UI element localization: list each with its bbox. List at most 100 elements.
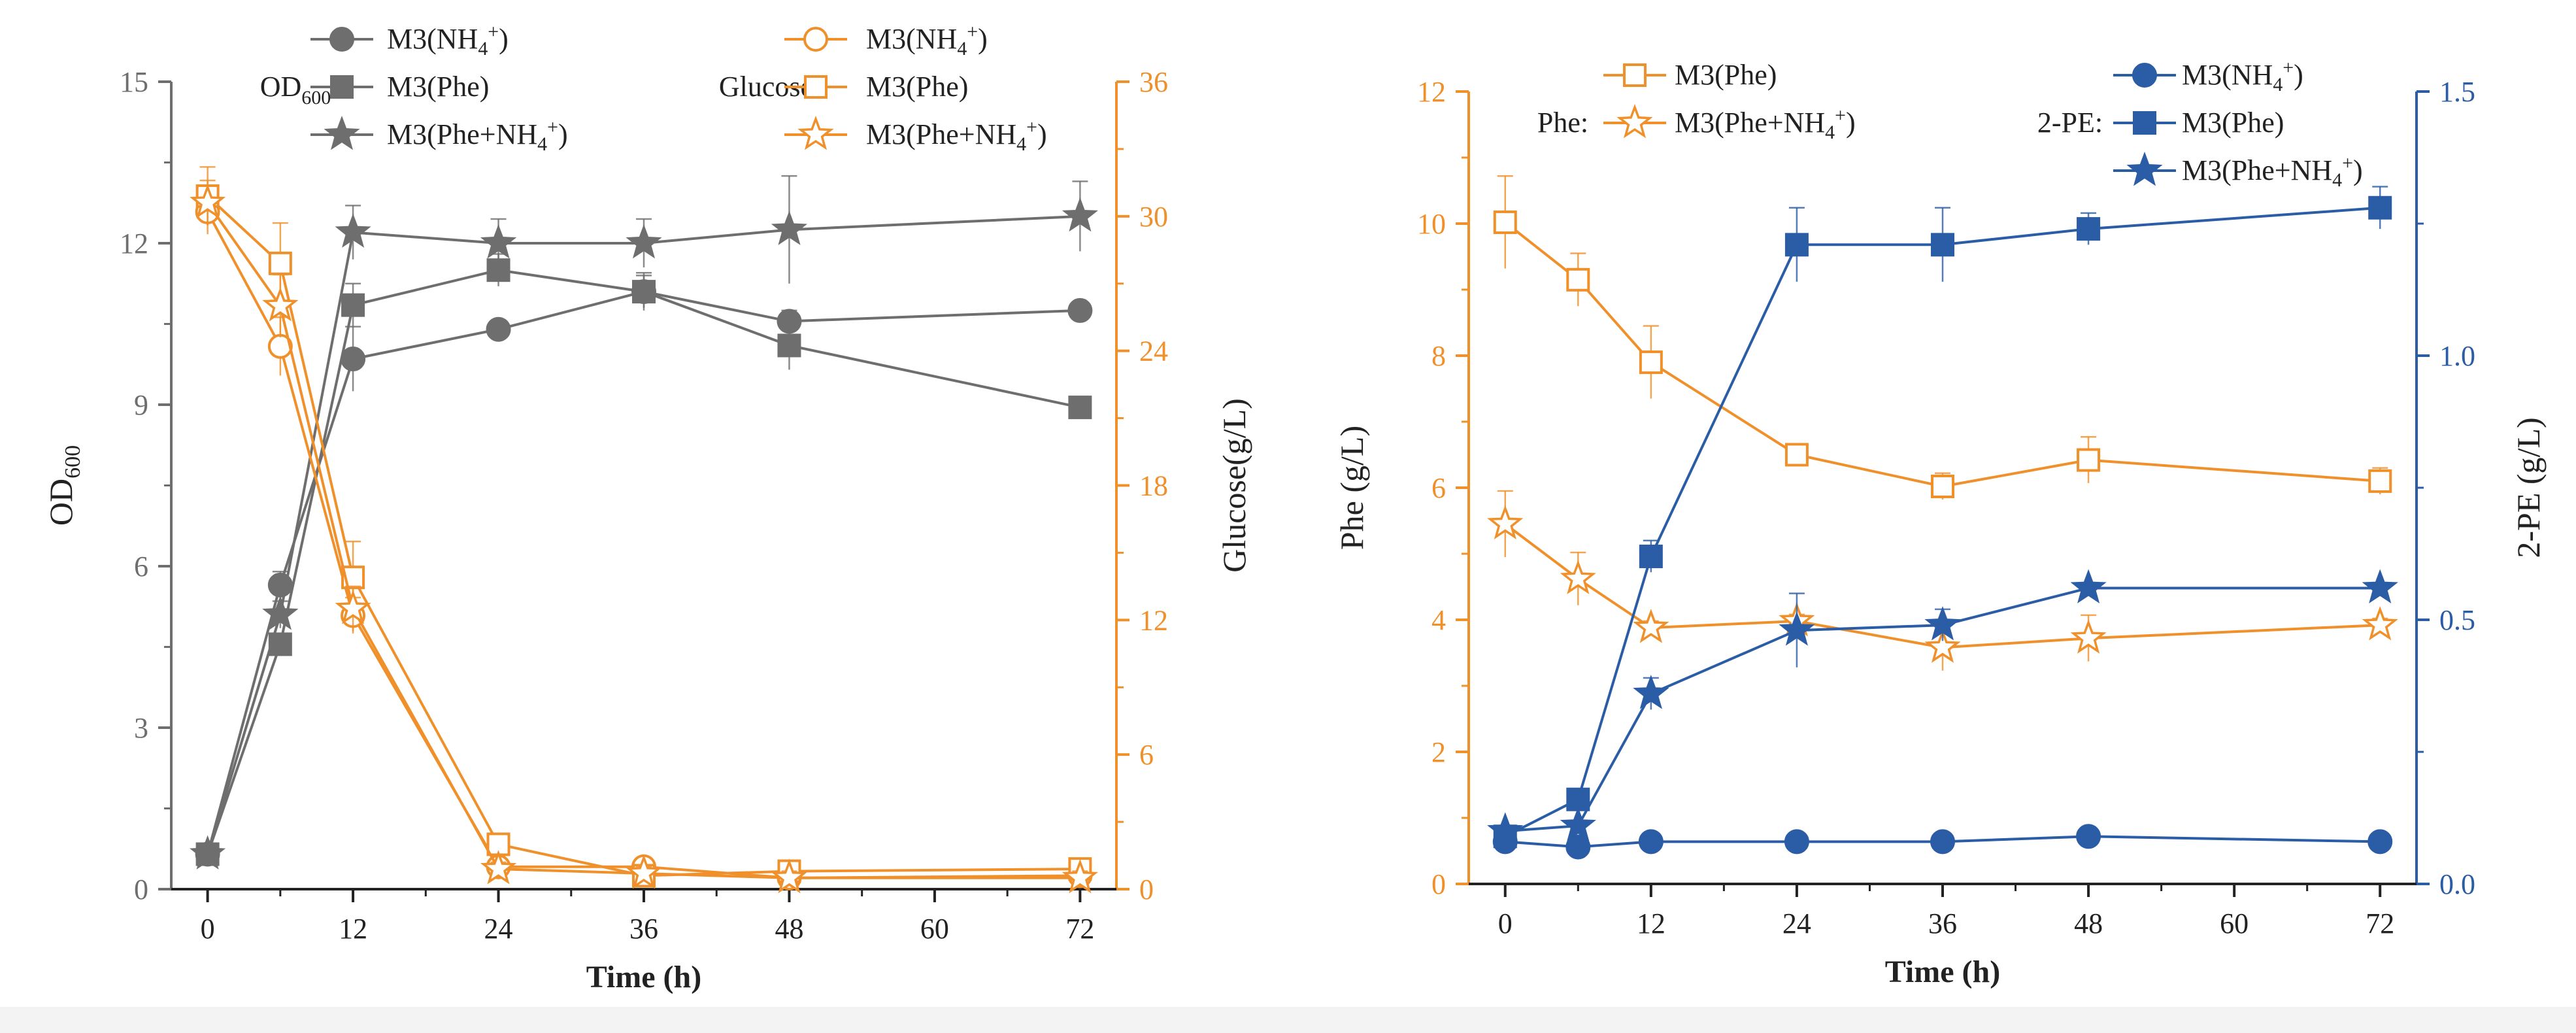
label-sup: + <box>488 21 499 42</box>
series-line <box>1504 206 2381 838</box>
legend-marker <box>324 115 360 150</box>
legend-marker <box>2132 63 2157 88</box>
data-point <box>2076 824 2101 849</box>
legend-group-0: OD600 M3(NH4+) M3(Phe) M3(Phe+NH4+) <box>260 21 568 155</box>
x-tick-label: 48 <box>2074 907 2103 940</box>
label-main: OD <box>42 479 79 526</box>
legend-marker <box>804 75 828 99</box>
series-line <box>206 214 1080 855</box>
data-point <box>2070 619 2107 654</box>
data-point <box>341 293 365 317</box>
data-point <box>341 347 366 372</box>
data-point <box>190 835 226 870</box>
data-point <box>1062 197 1098 232</box>
data-point <box>2367 829 2393 855</box>
data-point <box>1633 675 1669 709</box>
y-tick-label-left: 4 <box>1431 604 1446 636</box>
data-point <box>771 858 808 894</box>
legend-entry-label: M3(Phe+NH4+) <box>866 116 1047 155</box>
label-sub: 600 <box>301 87 331 109</box>
y-tick-label-left: 3 <box>134 712 148 744</box>
label-sub: 4 <box>2332 169 2342 191</box>
label-sup: + <box>1835 105 1846 126</box>
legend-marker <box>1623 63 1647 87</box>
data-point <box>1566 267 1590 292</box>
label-post: ) <box>1037 118 1047 150</box>
series-gray-star <box>190 175 1098 870</box>
x-tick-label: 60 <box>920 913 949 945</box>
x-tick-label: 12 <box>1637 907 1665 940</box>
data-point <box>1931 474 1954 498</box>
y-tick-label-left: 9 <box>134 389 148 421</box>
data-point <box>480 850 517 885</box>
label-pre: M3(Phe+NH <box>866 118 1016 150</box>
label-sub: 4 <box>1016 133 1026 155</box>
x-axis-label: Time (h) <box>1885 955 2000 989</box>
y-axis-label-left: OD600 <box>42 445 85 526</box>
data-point <box>1924 628 1961 663</box>
y-tick-label-right: 1.0 <box>2439 340 2475 372</box>
y-tick-label-right: 1.5 <box>2439 76 2475 108</box>
y-tick-label-left: 0 <box>134 873 148 906</box>
x-tick-label: 12 <box>339 913 367 945</box>
y-tick-label-right: 18 <box>1139 470 1168 502</box>
label-sup: + <box>2283 57 2294 78</box>
y-tick-label-right: 30 <box>1139 201 1168 233</box>
legend-entry-label: M3(Phe) <box>866 71 968 103</box>
data-point <box>1493 210 1517 234</box>
y-tick-label-right: 0.5 <box>2439 604 2475 636</box>
y-tick-label-left: 6 <box>1431 472 1446 504</box>
legend-marker <box>1616 103 1653 139</box>
y-tick-label-left: 2 <box>1431 736 1446 768</box>
legend-entry-label: M3(Phe+NH4+) <box>387 116 568 155</box>
data-point <box>2077 448 2101 472</box>
bottom-band <box>0 1007 2576 1033</box>
data-point <box>1779 611 1815 646</box>
legend-marker <box>329 27 354 52</box>
label-main: Phe: <box>1537 107 1588 139</box>
legend-group-label: OD600 <box>260 71 331 109</box>
data-point <box>2368 195 2392 220</box>
legend-marker <box>797 115 834 150</box>
legend-entry-label: M3(NH4+) <box>866 21 988 59</box>
x-tick-label: 36 <box>629 913 658 945</box>
legend-entry-label: M3(NH4+) <box>387 21 509 59</box>
data-point <box>1784 829 1809 855</box>
data-point <box>335 213 371 248</box>
x-tick-label: 48 <box>775 913 803 945</box>
data-point <box>268 251 292 275</box>
legend-group-0: Phe: M3(Phe) M3(Phe+NH4+) <box>1537 59 1856 143</box>
legend-entry-label: M3(Phe) <box>1675 59 1777 91</box>
data-point <box>1565 834 1591 860</box>
y-tick-label-left: 8 <box>1431 340 1446 372</box>
label-pre: M3(Phe) <box>387 71 489 103</box>
label-pre: M3(Phe+NH <box>2182 154 2332 186</box>
series-blue-circle <box>1492 824 2393 860</box>
y-tick-label-right: 0.0 <box>2439 868 2475 900</box>
legend-entry-label: M3(Phe) <box>387 71 489 103</box>
series-blue-star <box>1487 569 2398 847</box>
data-point <box>1067 297 1093 323</box>
label-main: OD <box>260 71 302 103</box>
legend-group-label: 2-PE: <box>2037 107 2103 139</box>
legend-marker <box>330 75 354 99</box>
x-tick-label: 72 <box>1065 913 1094 945</box>
label-sub: 4 <box>957 38 967 59</box>
x-tick-label: 0 <box>201 913 215 945</box>
label-pre: M3(NH <box>866 23 957 55</box>
data-point <box>2362 569 2398 603</box>
data-point <box>1784 233 1809 257</box>
y-axis-label-right: 2-PE (g/L) <box>2510 417 2547 558</box>
data-point <box>1639 350 1663 375</box>
y-axis-label-left: Phe (g/L) <box>1333 426 1370 550</box>
data-point <box>1784 443 1809 467</box>
label-pre: M3(Phe) <box>2182 107 2284 139</box>
label-pre: M3(Phe+NH <box>387 118 537 150</box>
label-sub: 4 <box>2273 74 2283 95</box>
x-tick-label: 72 <box>2366 907 2394 940</box>
x-axis-label: Time (h) <box>586 960 701 994</box>
label-pre: M3(NH <box>2182 59 2273 91</box>
